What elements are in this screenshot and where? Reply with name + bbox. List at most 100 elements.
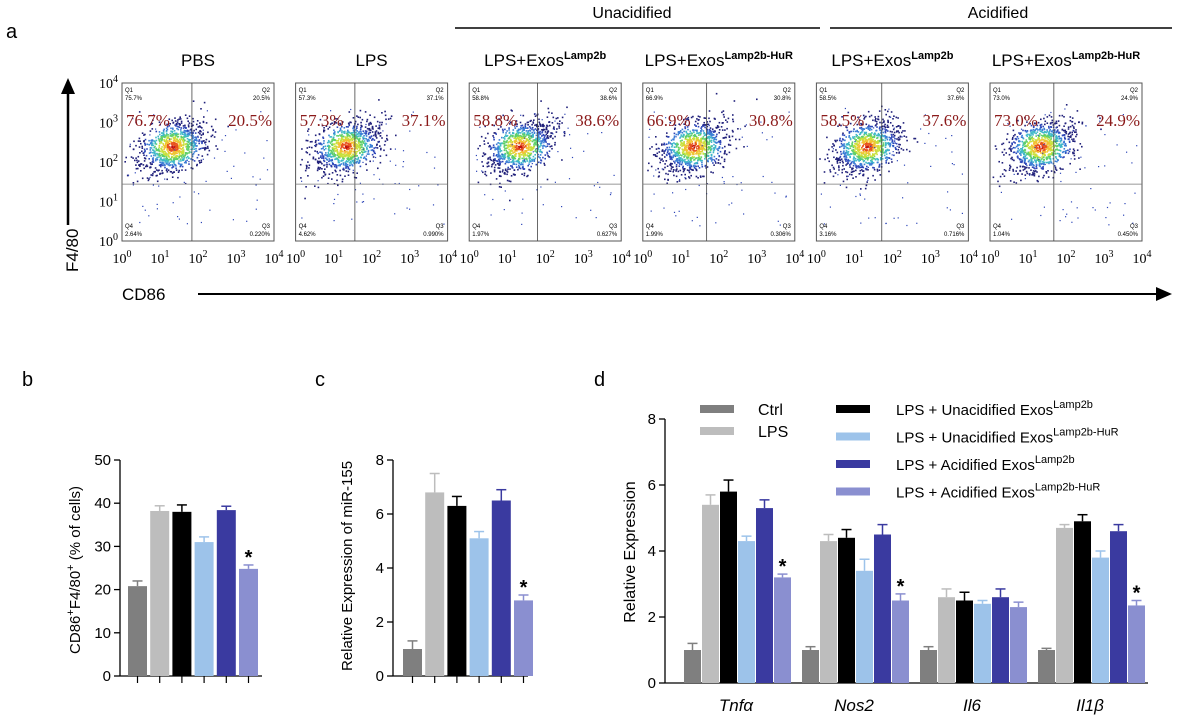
flow-event-dot: [664, 150, 666, 152]
flow-event-dot: [149, 130, 152, 132]
flow-event-dot: [351, 159, 354, 162]
flow-event-dot: [186, 155, 189, 158]
flow-event-dot: [874, 142, 876, 145]
flow-event-dot: [686, 118, 689, 120]
flow-event-dot: [345, 164, 348, 167]
flow-event-dot: [876, 153, 878, 156]
flow-event-dot: [186, 223, 188, 225]
flow-q4-small-value: 1.99%: [646, 232, 664, 238]
flow-event-dot: [715, 135, 718, 138]
flow-event-dot: [132, 184, 134, 186]
flow-event-dot: [355, 146, 358, 148]
flow-event-dot: [547, 107, 550, 110]
flow-event-dot: [528, 163, 530, 165]
flow-event-dot: [160, 161, 162, 164]
flow-event-dot: [158, 150, 161, 153]
flow-event-dot: [710, 131, 712, 133]
flow-event-dot: [379, 155, 382, 157]
flow-event-dot: [902, 197, 904, 199]
flow-event-dot: [685, 188, 687, 191]
flow-event-dot: [854, 147, 857, 149]
flow-event-dot: [349, 164, 351, 166]
flow-event-dot: [689, 163, 691, 166]
flow-event-dot: [190, 151, 193, 154]
flow-event-dot: [358, 142, 360, 144]
flow-event-dot: [707, 152, 709, 154]
flow-event-dot: [543, 138, 545, 140]
flow-event-dot: [706, 141, 708, 143]
flow-event-dot: [193, 140, 195, 143]
flow-event-dot: [702, 153, 705, 155]
flow-event-dot: [701, 137, 704, 140]
flow-event-dot: [774, 192, 776, 194]
flow-event-dot: [539, 123, 541, 125]
flow-event-dot: [191, 155, 194, 158]
flow-event-dot: [125, 156, 127, 159]
flow-event-dot: [840, 142, 843, 145]
flow-event-dot: [685, 118, 687, 120]
flow-event-dot: [863, 159, 866, 162]
flow-event-dot: [679, 131, 682, 133]
flow-event-dot: [862, 114, 865, 117]
flow-event-dot: [905, 136, 908, 138]
flow-event-dot: [706, 125, 709, 128]
flow-event-dot: [161, 132, 163, 134]
flow-q1-percent: 57.3%: [300, 111, 344, 130]
flow-event-dot: [160, 157, 162, 159]
flow-event-dot: [885, 143, 887, 145]
flow-event-dot: [719, 150, 722, 153]
flow-event-dot: [689, 141, 692, 144]
flow-event-dot: [514, 126, 516, 128]
flow-event-dot: [163, 128, 165, 131]
flow-event-dot: [722, 110, 725, 112]
flow-event-dot: [528, 135, 531, 137]
flow-event-dot: [511, 141, 514, 143]
flow-event-dot: [499, 157, 501, 159]
flow-event-dot: [333, 148, 336, 150]
flow-event-dot: [840, 140, 843, 143]
flow-event-dot: [715, 142, 718, 144]
flow-event-dot: [166, 140, 169, 142]
flow-event-dot: [884, 126, 887, 128]
flow-tick-base: 10: [845, 252, 859, 267]
flow-event-dot: [675, 170, 677, 172]
flow-event-dot: [503, 138, 506, 140]
flow-event-dot: [723, 182, 725, 185]
flow-event-dot: [518, 164, 520, 167]
flow-event-dot: [321, 162, 323, 165]
flow-event-dot: [534, 113, 536, 115]
flow-event-dot: [328, 163, 331, 166]
flow-event-dot: [689, 154, 691, 156]
flow-event-dot: [731, 135, 734, 138]
flow-event-dot: [845, 151, 848, 154]
flow-event-dot: [689, 161, 692, 164]
flow-event-dot: [864, 140, 866, 143]
flow-event-dot: [185, 157, 188, 159]
flow-event-dot: [842, 132, 844, 135]
flow-event-dot: [698, 132, 700, 134]
flow-event-dot: [692, 115, 694, 118]
flow-event-dot: [339, 153, 342, 155]
flow-q1-code: Q1: [299, 88, 308, 94]
flow-event-dot: [535, 151, 538, 154]
flow-event-dot: [723, 181, 725, 183]
flow-event-dot: [863, 134, 865, 136]
flow-event-dot: [175, 147, 178, 149]
flow-event-dot: [523, 129, 525, 131]
flow-event-dot: [844, 158, 846, 160]
flow-q1-code: Q1: [646, 88, 655, 94]
flow-event-dot: [558, 125, 560, 127]
flow-event-dot: [880, 140, 883, 142]
flow-event-dot: [477, 181, 480, 184]
flow-event-dot: [523, 146, 526, 148]
flow-event-dot: [342, 167, 345, 170]
flow-title-base: LPS+Exos: [992, 51, 1072, 70]
flow-event-dot: [151, 163, 153, 165]
flow-event-dot: [883, 154, 886, 157]
flow-event-dot: [350, 137, 353, 140]
flow-event-dot: [684, 137, 687, 139]
flow-event-dot: [867, 166, 869, 168]
flow-event-dot: [690, 165, 693, 168]
flow-event-dot: [509, 168, 511, 170]
flow-event-dot: [513, 163, 516, 165]
